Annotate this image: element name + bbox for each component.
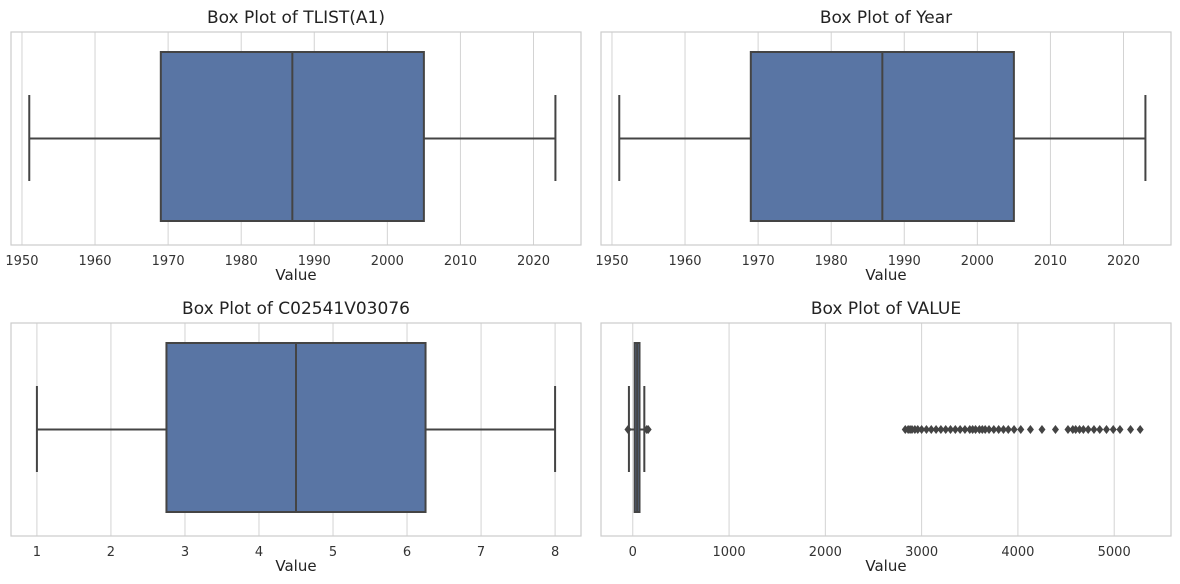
box-plot	[624, 342, 1144, 513]
x-tick-label: 1960	[78, 254, 111, 269]
x-tick-label: 2010	[1034, 254, 1067, 269]
outlier-marker	[1076, 425, 1084, 434]
plot-frame	[10, 31, 582, 246]
x-axis-label: Value	[865, 266, 906, 284]
x-tick-label: 1960	[668, 254, 701, 269]
x-tick-label: 7	[477, 545, 485, 560]
outlier-marker	[1079, 425, 1087, 434]
x-tick-label: 1970	[742, 254, 775, 269]
box-plot	[35, 342, 557, 513]
x-tick-label: 1950	[595, 254, 628, 269]
outlier-marker	[956, 425, 964, 434]
outlier-marker	[1109, 425, 1117, 434]
outlier-marker	[1084, 425, 1092, 434]
x-tick-label: 3000	[905, 545, 938, 560]
x-tick-label: 2	[107, 545, 115, 560]
outlier-marker	[1096, 425, 1104, 434]
x-tick-label: 6	[403, 545, 411, 560]
outlier-marker	[1064, 425, 1072, 434]
x-tick-labels: 1950 1960 1970 1980 1990 2000 2010 2020	[595, 254, 1140, 269]
x-tick-label: 4000	[1001, 545, 1034, 560]
x-tick-label: 1980	[815, 254, 848, 269]
outlier-marker	[942, 425, 950, 434]
x-tick-label: 3	[181, 545, 189, 560]
outlier-marker	[1051, 425, 1059, 434]
outlier-marker	[624, 425, 632, 434]
box-plot	[28, 51, 557, 222]
subplot-year: Box Plot of Year 1950 1960 1970 1980 1990 200…	[595, 8, 1172, 284]
outlier-marker	[918, 425, 926, 434]
x-tick-label: 1990	[888, 254, 921, 269]
outlier-marker	[1102, 425, 1110, 434]
outlier-marker	[951, 425, 959, 434]
outlier-marker	[1090, 425, 1098, 434]
outlier-marker	[972, 425, 980, 434]
outlier-marker	[1017, 425, 1025, 434]
outlier-marker	[937, 425, 945, 434]
subplot-title: Box Plot of Year	[820, 8, 952, 28]
x-tick-label: 1980	[225, 254, 258, 269]
outlier-marker	[1010, 425, 1018, 434]
outlier-marker	[999, 425, 1007, 434]
subplot-title: Box Plot of C02541V03076	[182, 299, 410, 319]
plot-frame	[10, 322, 582, 537]
outlier-marker	[995, 425, 1003, 434]
x-tick-label: 4	[255, 545, 263, 560]
plot-frame	[600, 31, 1172, 246]
outlier-marker	[1026, 425, 1034, 434]
outlier-marker	[1072, 425, 1080, 434]
x-tick-label: 5000	[1098, 545, 1131, 560]
x-tick-label: 2000	[371, 254, 404, 269]
x-tick-label: 8	[551, 545, 559, 560]
x-tick-label: 2000	[809, 545, 842, 560]
outlier-marker	[927, 425, 935, 434]
x-tick-label: 1990	[298, 254, 331, 269]
outlier-marker	[990, 425, 998, 434]
plot-frame	[600, 322, 1172, 537]
outlier-marker	[1136, 425, 1144, 434]
x-tick-label: 2000	[961, 254, 994, 269]
x-axis-label: Value	[865, 557, 906, 575]
x-tick-labels: 1950 1960 1970 1980 1990 2000 2010 2020	[5, 254, 550, 269]
x-tick-label: 1970	[152, 254, 185, 269]
outlier-marker	[922, 425, 930, 434]
x-tick-labels: 1 2 3 4 5 6 7 8	[33, 545, 559, 560]
x-tick-label: 2020	[1107, 254, 1140, 269]
subplot-title: Box Plot of TLIST(A1)	[207, 8, 385, 28]
outlier-marker	[932, 425, 940, 434]
outlier-marker	[1116, 425, 1124, 434]
x-tick-label: 2010	[444, 254, 477, 269]
x-tick-label: 1	[33, 545, 41, 560]
outlier-marker	[981, 425, 989, 434]
x-tick-labels: 0 1000 2000 3000 4000 5000	[629, 545, 1131, 560]
x-tick-label: 0	[629, 545, 637, 560]
subplot-title: Box Plot of VALUE	[811, 299, 961, 319]
outlier-marker	[914, 425, 922, 434]
outlier-marker	[1038, 425, 1046, 434]
box-plot	[618, 51, 1147, 222]
x-axis-label: Value	[275, 557, 316, 575]
x-tick-label: 2020	[517, 254, 550, 269]
x-tick-label: 1950	[5, 254, 38, 269]
outlier-marker	[644, 425, 652, 434]
subplot-value: Box Plot of VALUE 0 1000 2000 3000 4000 5000 …	[600, 299, 1172, 575]
x-axis-label: Value	[275, 266, 316, 284]
x-tick-label: 5	[329, 545, 337, 560]
outlier-marker	[947, 425, 955, 434]
subplot-tlist-a1: Box Plot of TLIST(A1) 1950 1960 1970 1980 19…	[5, 8, 582, 284]
outlier-marker	[1004, 425, 1012, 434]
outlier-marker	[961, 425, 969, 434]
outlier-marker	[1127, 425, 1135, 434]
subplot-c02541v03076: Box Plot of C02541V03076 1 2 3 4 5 6 7 8 Value	[10, 299, 582, 575]
outlier-marker	[985, 425, 993, 434]
x-tick-label: 1000	[713, 545, 746, 560]
